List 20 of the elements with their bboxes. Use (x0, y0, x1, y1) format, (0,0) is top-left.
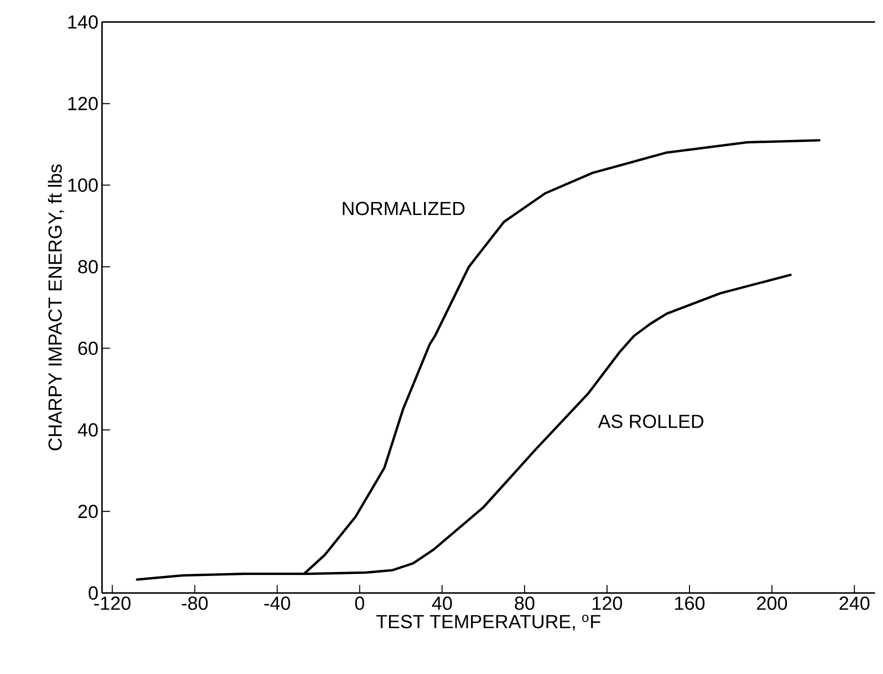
x-tick-label: 160 (675, 596, 705, 610)
y-tick-label: 120 (68, 96, 98, 110)
x-tick-label: 200 (757, 596, 787, 610)
x-axis-title: TEST TEMPERATURE, $^{o}$F (376, 614, 600, 631)
x-tick-label: -40 (264, 596, 290, 610)
x-tick-label: 0 (355, 596, 364, 610)
y-tick-label: 20 (78, 504, 98, 518)
series-label: AS ROLLED (598, 414, 704, 428)
x-tick-label: 80 (514, 596, 534, 610)
y-tick-label: 140 (68, 15, 98, 29)
y-tick-label: 80 (78, 260, 98, 274)
x-tick-label: -80 (182, 596, 208, 610)
series-label: NORMALIZED (342, 202, 464, 216)
y-axis-title: CHARPY IMPACT ENERGY, ft lbs (48, 164, 64, 450)
x-tick-label: 40 (432, 596, 452, 610)
x-tick-label: 120 (592, 596, 622, 610)
y-tick-label: 60 (78, 342, 98, 355)
y-tick-label: 40 (78, 423, 98, 437)
x-tick-label: 240 (840, 596, 870, 610)
y-tick-label: 100 (68, 178, 98, 192)
